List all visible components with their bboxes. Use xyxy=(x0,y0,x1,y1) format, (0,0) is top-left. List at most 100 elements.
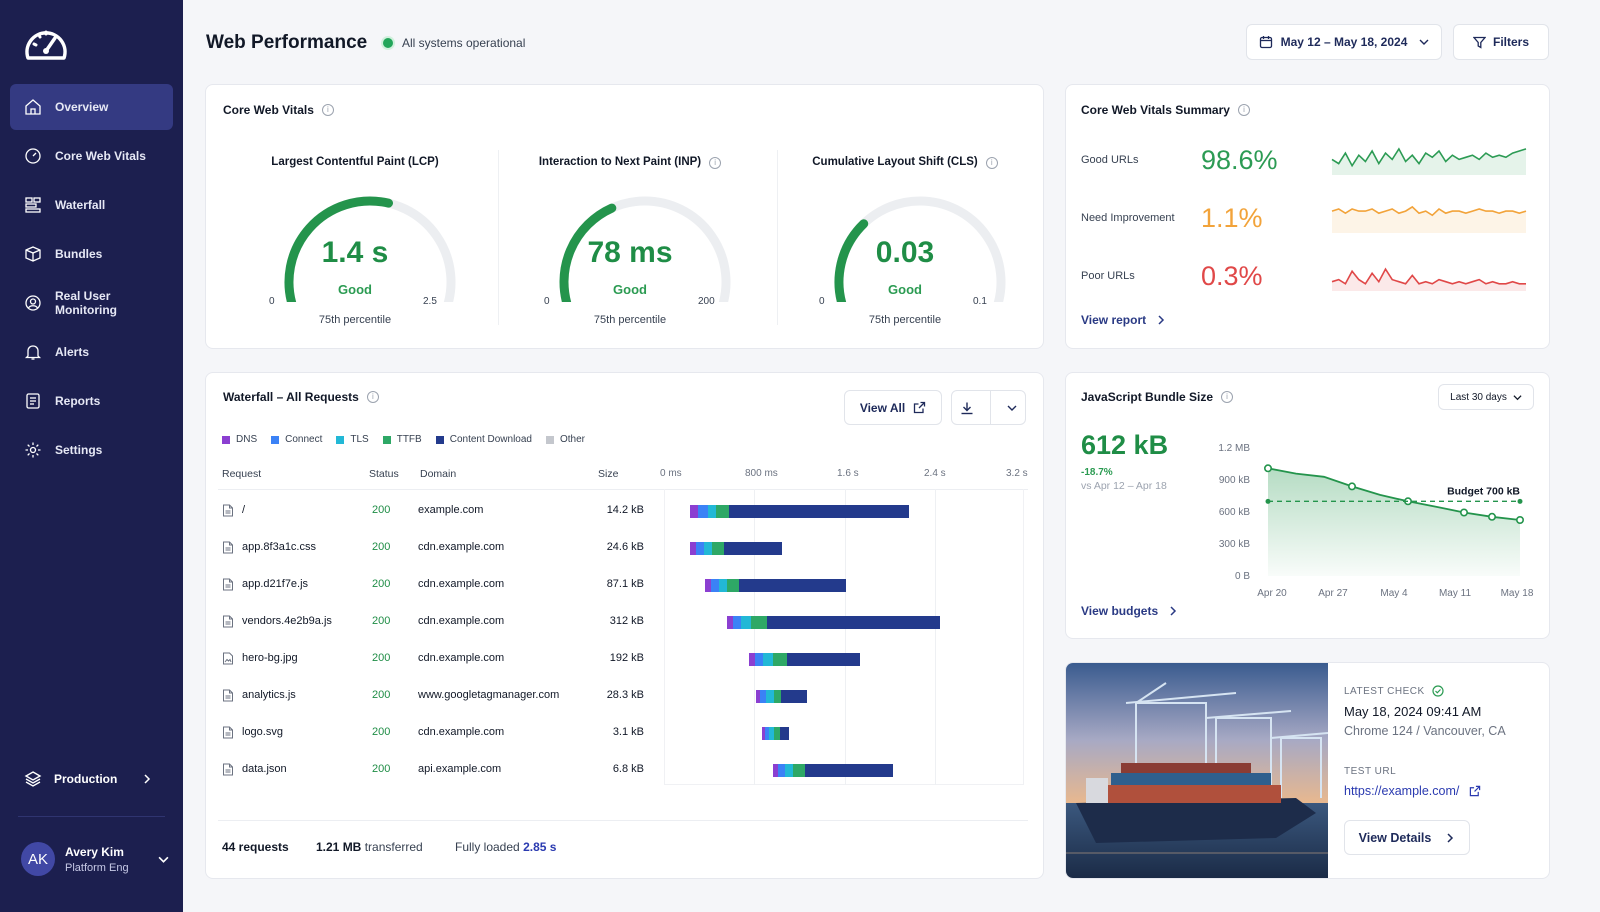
sidebar-item-core-web-vitals[interactable]: Core Web Vitals xyxy=(10,133,173,179)
bundle-range-select[interactable]: Last 30 days xyxy=(1438,384,1534,410)
bar-segment-ttfb xyxy=(712,542,724,555)
info-icon[interactable]: i xyxy=(1237,104,1250,116)
package-icon xyxy=(25,246,41,262)
view-all-button[interactable]: View All xyxy=(844,390,942,425)
table-row[interactable]: data.json 200 api.example.com 6.8 kB xyxy=(222,751,1032,788)
request-file: data.json xyxy=(242,763,287,775)
waterfall-bar xyxy=(705,579,846,592)
status-cell: 200 xyxy=(372,504,391,516)
sidebar-item-label: Waterfall xyxy=(55,198,106,212)
waterfall-legend: DNS Connect TLS TTFB Content Download Other xyxy=(222,434,599,445)
domain-cell: cdn.example.com xyxy=(418,615,505,627)
view-budgets-link[interactable]: View budgets xyxy=(1081,604,1178,618)
vital-gauge: Cumulative Layout Shift (CLS) i 0.03 Good 0 0… xyxy=(775,148,1035,338)
status-cell: 200 xyxy=(372,763,391,775)
gauge-title: Interaction to Next Paint (INP) i xyxy=(500,156,760,169)
sidebar-item-overview[interactable]: Overview xyxy=(10,84,173,130)
sidebar-item-reports[interactable]: Reports xyxy=(10,378,173,424)
fully-loaded-label: Fully loaded xyxy=(455,840,520,854)
user-menu[interactable]: AK Avery Kim Platform Eng xyxy=(21,842,169,876)
sidebar-divider xyxy=(18,816,165,817)
legend-swatch xyxy=(382,435,391,444)
budget-marker xyxy=(1517,498,1523,504)
test-url-label: TEST URL xyxy=(1344,766,1397,777)
gauge-arc xyxy=(284,196,456,302)
bar-segment-connect xyxy=(733,616,741,629)
table-row[interactable]: app.d21f7e.js 200 cdn.example.com 87.1 kB xyxy=(222,566,1032,603)
table-row[interactable]: vendors.4e2b9a.js 200 cdn.example.com 312 k… xyxy=(222,603,1032,640)
table-row[interactable]: app.8f3a1c.css 200 cdn.example.com 24.6 kB xyxy=(222,529,1032,566)
table-row[interactable]: / 200 example.com 14.2 kB xyxy=(222,492,1032,529)
gauge-max: 200 xyxy=(698,296,715,307)
card-title-text: Core Web Vitals Summary xyxy=(1081,103,1230,117)
latest-check-label: LATEST CHECK xyxy=(1344,685,1425,697)
request-file: app.d21f7e.js xyxy=(242,578,309,590)
filters-label: Filters xyxy=(1492,35,1529,49)
sidebar-item-alerts[interactable]: Alerts xyxy=(10,329,173,375)
gauge-title: Largest Contentful Paint (LCP) xyxy=(225,156,485,168)
sidebar-item-label: Settings xyxy=(55,443,103,457)
view-details-button[interactable]: View Details xyxy=(1344,820,1470,855)
info-icon[interactable]: i xyxy=(321,104,334,116)
timeline-tick: 1.6 s xyxy=(837,468,859,479)
request-cell: app.d21f7e.js xyxy=(222,566,308,603)
x-tick-label: Apr 20 xyxy=(1257,588,1287,599)
table-row[interactable]: hero-bg.jpg 200 cdn.example.com 192 kB xyxy=(222,640,1032,677)
download-icon[interactable] xyxy=(960,401,974,415)
bar-segment-dns xyxy=(749,653,755,666)
request-file: logo.svg xyxy=(242,726,283,738)
file-icon xyxy=(223,689,233,702)
sidebar-item-bundles[interactable]: Bundles xyxy=(10,231,173,277)
x-tick-label: May 4 xyxy=(1380,588,1408,599)
bundle-size-chart: 0 B 300 kB 600 kB 900 kB 1.2 MB Budget 700 kB… xyxy=(1218,443,1534,599)
timeline-tick: 0 ms xyxy=(660,468,682,479)
bar-segment-dns xyxy=(690,505,698,518)
size-cell: 312 kB xyxy=(609,615,644,627)
table-row[interactable]: logo.svg 200 cdn.example.com 3.1 kB xyxy=(222,714,1032,751)
domain-cell: api.example.com xyxy=(418,763,502,775)
bar-segment-ttfb xyxy=(751,616,767,629)
test-url-link[interactable]: https://example.com/ xyxy=(1344,784,1481,798)
sidebar-item-settings[interactable]: Settings xyxy=(10,427,173,473)
fully-loaded-stat: Fully loaded 2.85 s xyxy=(455,840,556,854)
info-icon[interactable]: i xyxy=(709,157,722,169)
date-range-label: May 12 – May 18, 2024 xyxy=(1280,35,1408,49)
sidebar-item-real-user-monitoring[interactable]: Real User Monitoring xyxy=(10,280,173,326)
status-text: All systems operational xyxy=(402,36,526,50)
bar-segment-connect xyxy=(698,505,708,518)
legend-swatch xyxy=(271,435,280,444)
gridline xyxy=(754,489,755,785)
avatar: AK xyxy=(21,842,55,876)
gauge-value: 1.4 s xyxy=(321,236,389,269)
card-title-text: Core Web Vitals xyxy=(223,103,314,117)
table-row[interactable]: analytics.js 200 www.googletagmanager.com 2… xyxy=(222,677,1032,714)
sidebar-item-waterfall[interactable]: Waterfall xyxy=(10,182,173,228)
info-icon[interactable]: i xyxy=(366,391,379,403)
home-icon xyxy=(25,99,41,115)
gauge-min: 0 xyxy=(544,296,550,307)
view-report-link[interactable]: View report xyxy=(1081,313,1166,327)
gauge-title-text: Cumulative Layout Shift (CLS) xyxy=(812,156,978,168)
data-point xyxy=(1264,464,1273,473)
bar-segment-tls xyxy=(785,764,793,777)
bar-segment-dns xyxy=(690,542,696,555)
info-icon[interactable]: i xyxy=(1221,391,1234,403)
bar-segment-tls xyxy=(704,542,712,555)
sparkline-area xyxy=(1332,269,1526,291)
date-range-picker[interactable]: May 12 – May 18, 2024 xyxy=(1246,24,1442,60)
filters-button[interactable]: Filters xyxy=(1453,24,1549,60)
legend-swatch xyxy=(435,435,444,444)
gauge-rating: Good xyxy=(888,282,922,297)
chevron-down-icon[interactable] xyxy=(1007,403,1017,413)
environment-selector[interactable]: Production xyxy=(24,770,164,788)
system-status: All systems operational xyxy=(383,36,525,50)
info-icon[interactable]: i xyxy=(985,157,998,169)
bar-segment-content-download xyxy=(781,690,807,703)
request-cell: vendors.4e2b9a.js xyxy=(222,603,332,640)
sidebar: Overview Core Web Vitals Waterfall Bundles R… xyxy=(0,0,183,912)
container-ship-photo xyxy=(1066,663,1328,878)
status-cell: 200 xyxy=(372,726,391,738)
latest-check-agent: Chrome 124 / Vancouver, CA xyxy=(1344,724,1506,738)
gear-icon xyxy=(25,442,41,458)
vital-gauge: Largest Contentful Paint (LCP) 1.4 s Good 0… xyxy=(225,148,485,338)
